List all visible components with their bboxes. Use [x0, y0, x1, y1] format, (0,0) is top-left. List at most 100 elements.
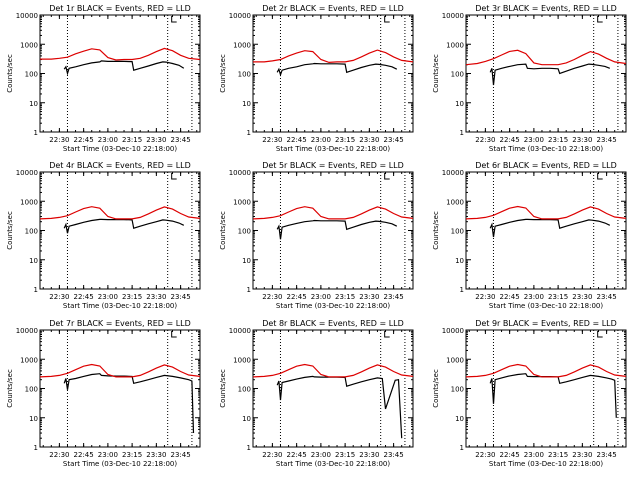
y-tick-label: 100 — [451, 386, 464, 394]
plot-frame — [252, 329, 414, 448]
lld-series-line — [252, 363, 414, 378]
y-tick-label: 1 — [247, 129, 251, 137]
x-tick-label: 22:45 — [74, 451, 94, 459]
plot-frame — [39, 14, 201, 133]
y-tick-label: 1000 — [20, 41, 38, 49]
corner-bracket-icon — [171, 173, 177, 180]
x-tick-label: 23:00 — [311, 136, 331, 144]
subplot-5: Det 5r BLACK = Events, RED = LLD 1 10 100 10… — [219, 161, 414, 310]
events-series-line — [63, 373, 195, 434]
y-tick-label: 10 — [455, 257, 464, 265]
y-tick-label: 1000 — [446, 356, 464, 364]
x-tick-label: 23:30 — [146, 293, 166, 301]
y-tick-label: 10000 — [229, 169, 251, 177]
x-tick-label: 23:30 — [146, 451, 166, 459]
y-tick-label: 1 — [34, 286, 38, 294]
subplot-3: Det 3r BLACK = Events, RED = LLD 1 10 100 10… — [432, 4, 627, 153]
x-axis-label: Start Time (03-Dec-10 22:18:00) — [276, 460, 390, 468]
subplot-7: Det 7r BLACK = Events, RED = LLD 1 10 100 10… — [6, 319, 201, 468]
lld-series-line — [40, 47, 201, 61]
subplot-title: Det 9r BLACK = Events, RED = LLD — [475, 319, 617, 328]
x-tick-label: 22:45 — [287, 451, 307, 459]
y-tick-label: 1 — [460, 129, 464, 137]
events-series-line — [63, 218, 185, 234]
y-tick-label: 100 — [238, 386, 251, 394]
y-axis-label: Counts/sec — [432, 369, 440, 408]
y-tick-label: 10 — [242, 257, 251, 265]
subplot-1: Det 1r BLACK = Events, RED = LLD 1 10 100 10… — [6, 4, 201, 153]
x-tick-label: 23:00 — [311, 451, 331, 459]
y-tick-label: 100 — [238, 228, 251, 236]
y-tick-label: 10 — [455, 100, 464, 108]
subplot-title: Det 1r BLACK = Events, RED = LLD — [49, 4, 191, 13]
lld-series-line — [465, 205, 627, 220]
y-tick-label: 100 — [451, 71, 464, 79]
subplot-title: Det 7r BLACK = Events, RED = LLD — [49, 319, 191, 328]
plot-frame — [465, 329, 627, 448]
subplot-title: Det 6r BLACK = Events, RED = LLD — [475, 161, 617, 170]
x-tick-label: 23:45 — [597, 293, 617, 301]
x-tick-label: 23:30 — [359, 293, 379, 301]
y-tick-label: 100 — [25, 71, 38, 79]
x-tick-label: 22:30 — [262, 293, 282, 301]
corner-bracket-icon — [597, 173, 603, 180]
x-tick-label: 23:30 — [359, 136, 379, 144]
x-tick-label: 22:45 — [74, 293, 94, 301]
y-axis-label: Counts/sec — [219, 369, 227, 408]
corner-bracket-icon — [171, 16, 177, 23]
y-axis-label: Counts/sec — [6, 211, 14, 250]
corner-bracket-icon — [384, 331, 390, 338]
lld-series-line — [465, 49, 627, 66]
x-axis-label: Start Time (03-Dec-10 22:18:00) — [63, 145, 177, 153]
x-axis-label: Start Time (03-Dec-10 22:18:00) — [63, 460, 177, 468]
x-tick-label: 23:30 — [572, 293, 592, 301]
x-tick-label: 23:45 — [597, 451, 617, 459]
x-tick-label: 22:45 — [500, 451, 520, 459]
y-tick-label: 1000 — [446, 41, 464, 49]
x-axis-label: Start Time (03-Dec-10 22:18:00) — [276, 302, 390, 310]
lld-series-line — [39, 206, 201, 220]
x-axis-label: Start Time (03-Dec-10 22:18:00) — [489, 145, 603, 153]
y-tick-label: 10 — [242, 415, 251, 423]
subplot-4: Det 4r BLACK = Events, RED = LLD 1 10 100 10… — [6, 161, 201, 310]
plot-frame — [39, 329, 201, 448]
y-tick-label: 1000 — [20, 356, 38, 364]
corner-bracket-icon — [171, 331, 177, 338]
lld-series-line — [252, 206, 414, 220]
subplot-8: Det 8r BLACK = Events, RED = LLD 1 10 100 10… — [219, 319, 414, 468]
x-tick-label: 22:45 — [500, 136, 520, 144]
x-tick-label: 22:30 — [49, 136, 69, 144]
y-axis-label: Counts/sec — [219, 211, 227, 250]
y-tick-label: 1000 — [233, 41, 251, 49]
y-tick-label: 10 — [29, 257, 38, 265]
x-tick-label: 23:30 — [572, 451, 592, 459]
y-tick-label: 1 — [247, 286, 251, 294]
y-tick-label: 100 — [238, 71, 251, 79]
x-tick-label: 22:30 — [49, 293, 69, 301]
x-tick-label: 23:45 — [597, 136, 617, 144]
y-tick-label: 10 — [455, 415, 464, 423]
y-tick-label: 1000 — [233, 356, 251, 364]
y-axis-label: Counts/sec — [432, 54, 440, 93]
y-tick-label: 10000 — [229, 12, 251, 20]
y-tick-label: 1 — [247, 444, 251, 452]
x-tick-label: 23:00 — [524, 136, 544, 144]
plot-frame — [39, 171, 201, 290]
corner-bracket-icon — [597, 331, 603, 338]
lld-series-line — [253, 49, 414, 64]
x-tick-label: 23:45 — [171, 451, 191, 459]
y-tick-label: 10000 — [442, 12, 464, 20]
plot-frame — [252, 14, 414, 133]
y-tick-label: 10 — [242, 100, 251, 108]
y-axis-label: Counts/sec — [432, 211, 440, 250]
y-tick-label: 1000 — [233, 198, 251, 206]
x-tick-label: 23:45 — [384, 136, 404, 144]
x-tick-label: 23:45 — [171, 293, 191, 301]
x-tick-label: 23:00 — [98, 293, 118, 301]
x-tick-label: 23:15 — [335, 451, 355, 459]
x-tick-label: 23:45 — [171, 136, 191, 144]
x-tick-label: 22:30 — [262, 136, 282, 144]
x-tick-label: 23:30 — [572, 136, 592, 144]
y-tick-label: 10000 — [442, 327, 464, 335]
x-axis-label: Start Time (03-Dec-10 22:18:00) — [276, 145, 390, 153]
